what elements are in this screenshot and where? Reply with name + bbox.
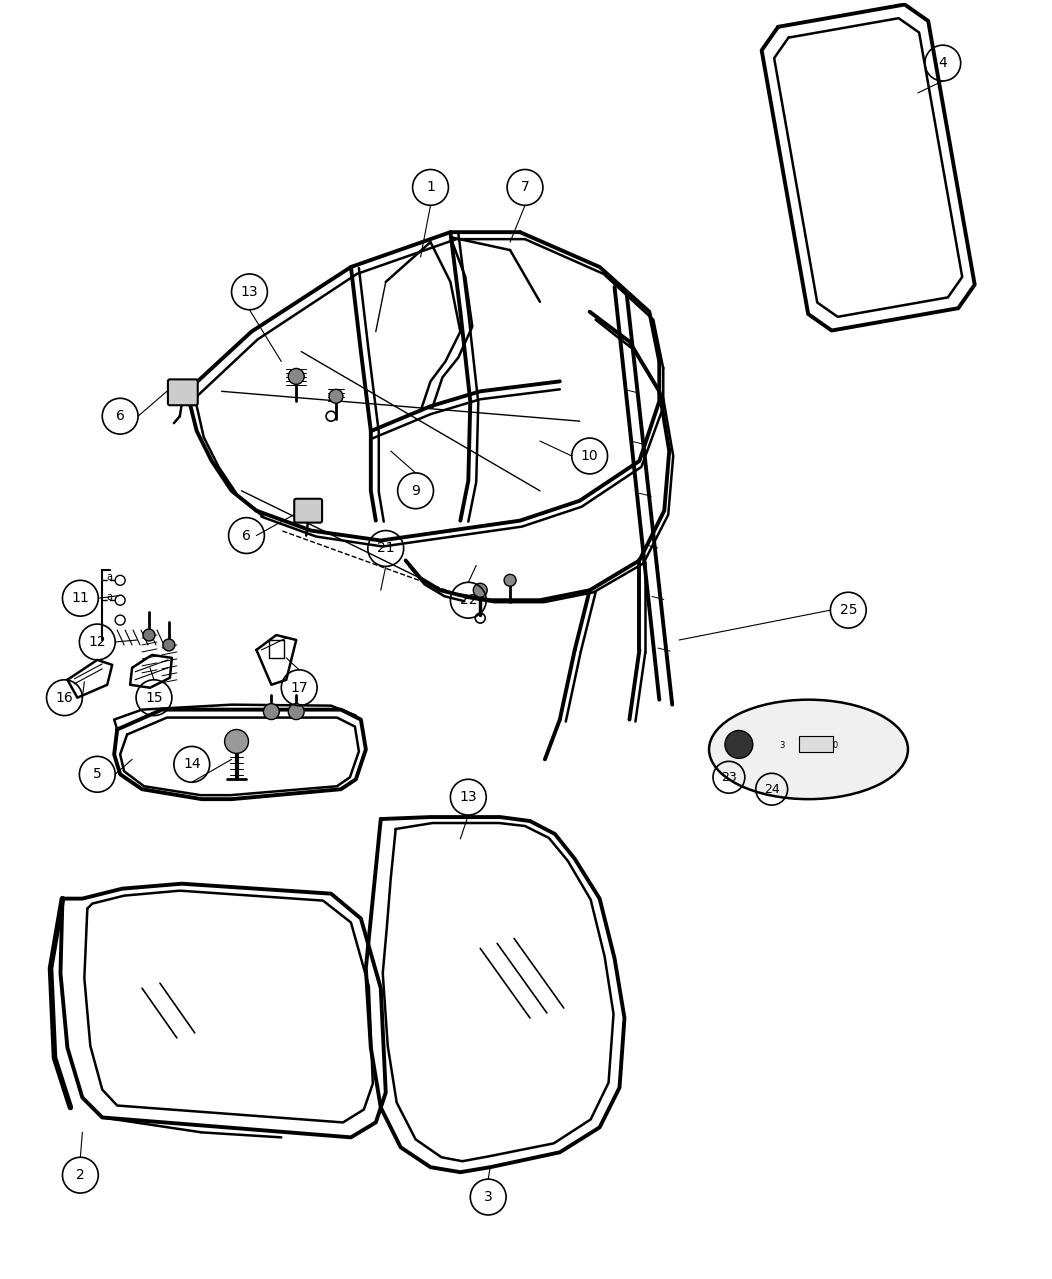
Text: 1: 1 (426, 180, 434, 194)
Text: 4: 4 (938, 56, 947, 70)
Circle shape (329, 389, 343, 403)
Text: 5: 5 (93, 767, 102, 781)
Circle shape (504, 574, 517, 586)
Text: 13: 13 (460, 790, 478, 804)
Circle shape (288, 703, 304, 720)
Text: 13: 13 (241, 285, 259, 299)
Text: 0: 0 (833, 741, 838, 749)
Text: 15: 15 (145, 691, 163, 705)
Ellipse shape (709, 700, 908, 799)
Text: 21: 21 (377, 541, 394, 555)
Text: 12: 12 (88, 634, 106, 648)
Text: 22: 22 (460, 593, 477, 608)
Text: 7: 7 (521, 180, 529, 194)
Text: 6: 6 (116, 409, 124, 423)
Circle shape (143, 629, 155, 641)
Text: 25: 25 (839, 604, 857, 618)
Text: 9: 9 (411, 483, 420, 498)
Text: 11: 11 (72, 591, 89, 605)
Circle shape (263, 703, 280, 720)
Text: a: a (106, 592, 113, 602)
Circle shape (288, 368, 304, 385)
Text: 17: 17 (290, 680, 308, 694)
Text: 14: 14 (183, 757, 201, 771)
Circle shape (725, 730, 753, 758)
FancyBboxPatch shape (295, 499, 322, 523)
Text: 10: 10 (581, 449, 599, 463)
Text: a: a (106, 572, 113, 582)
Text: 3: 3 (484, 1189, 492, 1204)
Circle shape (224, 729, 248, 753)
Text: 24: 24 (764, 783, 780, 796)
FancyBboxPatch shape (168, 380, 198, 405)
Text: 6: 6 (242, 528, 251, 542)
Text: 2: 2 (76, 1168, 85, 1182)
Text: 3: 3 (778, 741, 785, 749)
Bar (798, 737, 833, 752)
Text: 16: 16 (56, 691, 74, 705)
Circle shape (163, 640, 175, 651)
Text: 23: 23 (721, 771, 736, 784)
Circle shape (473, 583, 487, 597)
